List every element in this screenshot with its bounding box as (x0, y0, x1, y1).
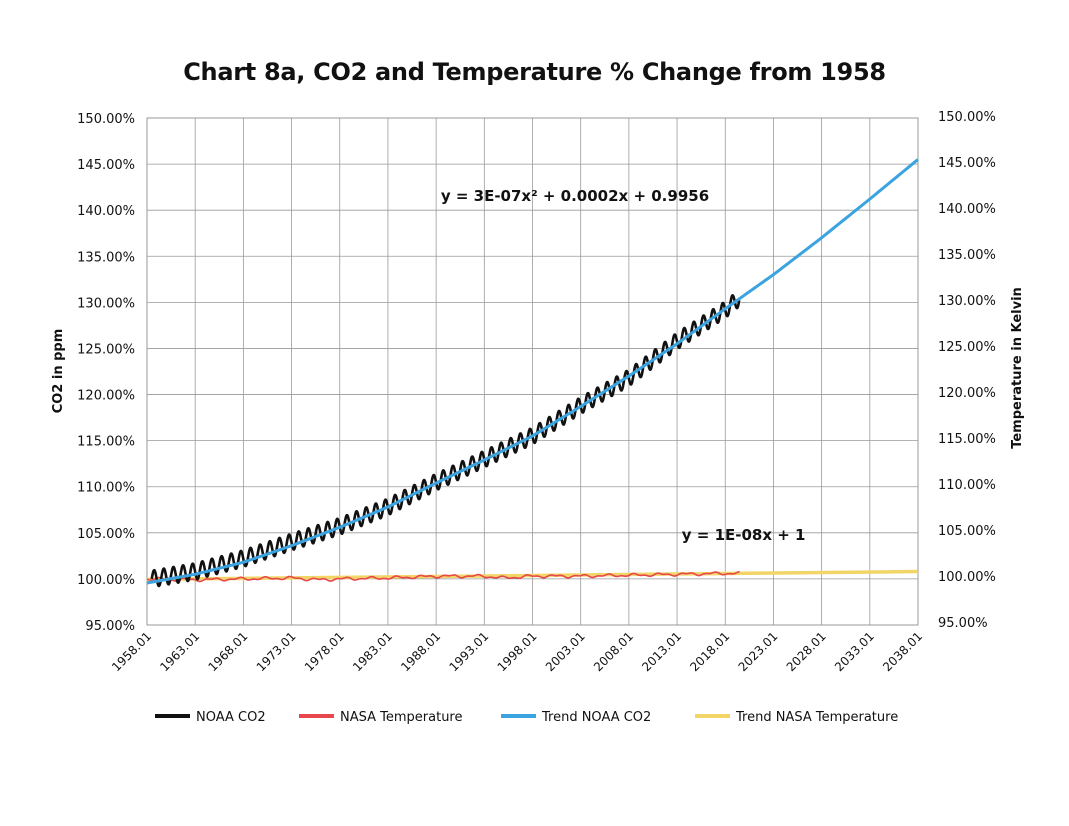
y-tick-label-left: 95.00% (85, 619, 135, 634)
y-axis-label-left: CO2 in ppm (51, 329, 66, 414)
x-tick-label: 2013.01 (639, 629, 684, 674)
left-tick-labels: 150.00% 145.00% 140.00% 135.00% 130.00% 125.0… (77, 112, 135, 634)
y-tick-label-right: 105.00% (938, 524, 996, 539)
x-tick-label: 2018.01 (687, 629, 732, 674)
x-tick-label: 1988.01 (398, 629, 443, 674)
y-tick-label-left: 145.00% (77, 158, 135, 173)
x-tick-label: 2008.01 (591, 629, 636, 674)
x-tick-labels: 1958.01 1963.01 1968.01 1973.01 1978.01 1983.… (109, 629, 925, 674)
series (146, 158, 919, 588)
y-tick-label-left: 150.00% (77, 112, 135, 127)
y-tick-label-right: 130.00% (938, 294, 996, 309)
x-tick-label: 2033.01 (832, 629, 877, 674)
x-tick-label: 1993.01 (446, 629, 491, 674)
series-line-nasa-temperature (146, 570, 740, 583)
trendline-equation-1: y = 3E-07x² + 0.0002x + 0.9956 (441, 187, 709, 205)
x-tick-label: 1978.01 (302, 629, 347, 674)
x-tick-label: 1968.01 (206, 629, 251, 674)
y-tick-label-right: 150.00% (938, 110, 996, 125)
y-tick-label-left: 110.00% (77, 481, 135, 496)
y-tick-label-left: 100.00% (77, 573, 135, 588)
right-tick-labels: 150.00% 145.00% 140.00% 135.00% 130.00% 125.0… (938, 110, 996, 631)
y-tick-label-right: 135.00% (938, 248, 996, 263)
y-tick-label-right: 95.00% (938, 616, 988, 631)
x-tick-label: 2038.01 (880, 629, 925, 674)
legend: NOAA CO2 NASA Temperature Trend NOAA CO2 Tr… (155, 710, 898, 725)
y-tick-label-right: 115.00% (938, 432, 996, 447)
y-tick-label-right: 100.00% (938, 570, 996, 585)
y-tick-label-left: 115.00% (77, 435, 135, 450)
y-axis-label-right: Temperature in Kelvin (1010, 287, 1025, 449)
annotations: y = 3E-07x² + 0.0002x + 0.9956 y = 1E-08x… (441, 187, 806, 544)
y-tick-label-left: 120.00% (77, 389, 135, 404)
y-tick-label-left: 140.00% (77, 204, 135, 219)
legend-label: NASA Temperature (340, 710, 462, 725)
trendline-equation-2: y = 1E-08x + 1 (682, 526, 806, 544)
y-tick-label-right: 125.00% (938, 340, 996, 355)
x-tick-label: 1958.01 (109, 629, 154, 674)
x-tick-label: 2028.01 (784, 629, 829, 674)
series-line-noaa-co2 (150, 294, 741, 588)
y-tick-label-right: 120.00% (938, 386, 996, 401)
x-tick-label: 2003.01 (543, 629, 588, 674)
chart-title: Chart 8a, CO2 and Temperature % Change f… (183, 58, 886, 86)
grid (146, 117, 919, 626)
x-tick-label: 1963.01 (157, 629, 202, 674)
x-tick-label: 2023.01 (736, 629, 781, 674)
legend-label: Trend NASA Temperature (735, 710, 898, 725)
legend-label: Trend NOAA CO2 (541, 710, 651, 725)
y-tick-label-left: 105.00% (77, 527, 135, 542)
y-tick-label-right: 145.00% (938, 156, 996, 171)
x-tick-label: 1998.01 (495, 629, 540, 674)
y-tick-label-left: 135.00% (77, 250, 135, 265)
legend-label: NOAA CO2 (196, 710, 266, 725)
y-tick-label-left: 125.00% (77, 342, 135, 357)
series-line-trend-noaa-co2 (146, 158, 919, 585)
y-tick-label-right: 110.00% (938, 478, 996, 493)
y-tick-label-left: 130.00% (77, 296, 135, 311)
x-tick-label: 1983.01 (350, 629, 395, 674)
x-tick-label: 1973.01 (254, 629, 299, 674)
y-tick-label-right: 140.00% (938, 202, 996, 217)
